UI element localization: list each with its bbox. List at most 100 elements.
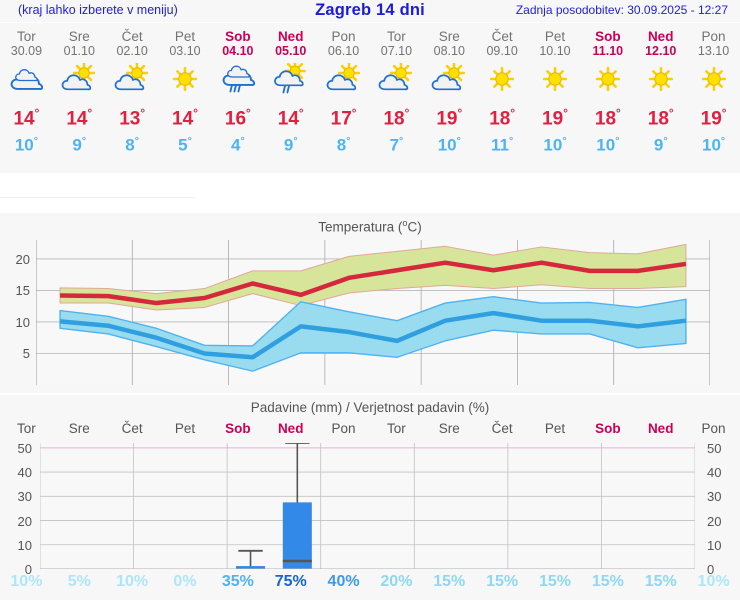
precipitation-probability-label: 10% [697,573,730,590]
degree-sign: ° [240,135,245,147]
degree-sign: ° [87,107,93,120]
day-column-6[interactable]: Ned 05.10 14° 9° [264,23,317,173]
daily-forecast-strip: Tor 30.09 14° 10° Sre 01.10 14° 9° Čet 02.10 13° 8°… [0,23,740,173]
sunny-icon [595,66,620,92]
weather-icon-wrap [218,63,258,97]
min-temperature: 8° [317,131,370,156]
max-temp-value: 16 [224,108,247,130]
day-column-2[interactable]: Sre 01.10 14° 9° [53,23,106,173]
precipitation-probability-label: 35% [221,573,254,590]
day-column-12[interactable]: Sob 11.10 18° 10° [581,23,634,173]
day-column-3[interactable]: Čet 02.10 13° 8° [106,23,159,173]
degree-superscript: o [402,218,408,228]
degree-sign: ° [456,135,461,147]
day-of-week-label: Pet [174,29,196,44]
day-date-label: 02.10 [116,44,148,58]
precipitation-chart-svg [39,442,696,570]
degree-sign: ° [140,107,146,120]
max-temp-value: 19 [436,108,458,130]
min-temp-value: 9 [283,135,294,155]
precipitation-bar[interactable] [236,566,266,569]
day-column-14[interactable]: Pon 13.10 19° 10° [687,23,740,173]
celsius-unit: C) [407,219,422,235]
day-date-label: 13.10 [697,44,730,58]
temperature-y-tick-label: 15 [15,283,30,299]
sunny-icon [490,66,515,92]
min-temp-value: 9 [653,135,664,155]
max-temperature-line [60,260,687,306]
day-of-week-label: Tor [17,29,36,44]
day-of-week-label: Ned [277,29,304,44]
day-date-label: 07.10 [380,44,413,58]
precipitation-day-label: Ned [277,421,304,436]
temperature-y-tick-label: 5 [22,346,30,362]
degree-sign: ° [663,135,668,147]
header-divider [0,22,740,23]
sun-cloud-icon [61,61,96,91]
max-temp-value: 14 [172,108,194,130]
precipitation-day-label: Sob [595,421,621,436]
sun-cloud-rain-icon [273,60,306,94]
precipitation-y-tick-left: 20 [17,513,32,529]
min-temp-value: 5 [178,135,188,155]
day-date-label: 08.10 [433,44,465,58]
max-temp-value: 14 [66,108,88,130]
day-column-13[interactable]: Ned 12.10 18° 9° [634,23,687,173]
gap-divider [0,197,195,198]
degree-sign: ° [721,107,727,120]
degree-sign: ° [346,135,351,147]
day-column-10[interactable]: Čet 09.10 18° 11° [476,23,529,173]
degree-sign: ° [510,107,516,120]
sunny-icon [701,66,726,92]
day-column-11[interactable]: Pet 10.10 19° 10° [529,23,582,173]
day-of-week-label: Pon [701,29,726,44]
precipitation-day-label: Tor [387,421,406,436]
day-column-7[interactable]: Pon 06.10 17° 8° [317,23,370,173]
precipitation-y-tick-left: 10 [17,537,32,553]
precipitation-bar[interactable] [282,502,312,569]
weather-icon-wrap [324,61,364,97]
max-temperature: 14° [159,103,212,130]
day-column-9[interactable]: Sre 08.10 19° 10° [423,23,476,173]
weather-icon-wrap [482,63,522,97]
min-temperature: 10° [581,131,634,156]
day-column-1[interactable]: Tor 30.09 14° 10° [0,23,53,173]
min-temperature: 9° [53,131,106,156]
precipitation-probability-label: 40% [327,573,360,590]
precipitation-day-label: Pon [331,421,356,436]
weather-icon-wrap [6,63,46,97]
precipitation-probability-label: 15% [486,573,519,590]
day-date-label: 03.10 [169,44,201,58]
min-temperature: 10° [423,131,476,156]
temperature-y-tick-label: 20 [15,251,30,267]
degree-sign: ° [187,135,192,147]
degree-sign: ° [616,107,621,120]
min-temperature: 8° [106,131,159,156]
min-temperature: 10° [687,131,740,156]
min-temp-value: 10 [701,135,721,155]
day-column-8[interactable]: Tor 07.10 18° 7° [370,23,423,173]
day-column-4[interactable]: Pet 03.10 14° 5° [159,23,212,173]
degree-sign: ° [351,107,357,120]
day-date-label: 30.09 [10,44,43,58]
precipitation-plot [39,442,696,570]
max-temperature: 14° [53,103,106,130]
max-temp-value: 18 [647,108,669,130]
sun-cloud-icon [431,61,466,91]
min-temperature: 10° [0,131,53,156]
precipitation-y-tick-right: 20 [707,513,722,529]
sunny-icon [648,66,673,92]
degree-sign: ° [193,107,198,120]
precipitation-y-tick-right: 30 [707,489,722,505]
section-gap [0,173,740,213]
max-temperature: 18° [634,103,687,130]
degree-sign: ° [509,135,514,147]
max-temp-value: 14 [277,108,299,130]
day-column-5[interactable]: Sob 04.10 16° 4° [211,23,264,173]
min-temp-value: 4 [231,135,241,155]
degree-sign: ° [293,135,298,147]
day-of-week-label: Sre [68,29,90,44]
day-of-week-label: Pet [544,29,566,44]
day-of-week-label: Ned [647,29,674,44]
max-temp-value: 19 [700,108,722,130]
